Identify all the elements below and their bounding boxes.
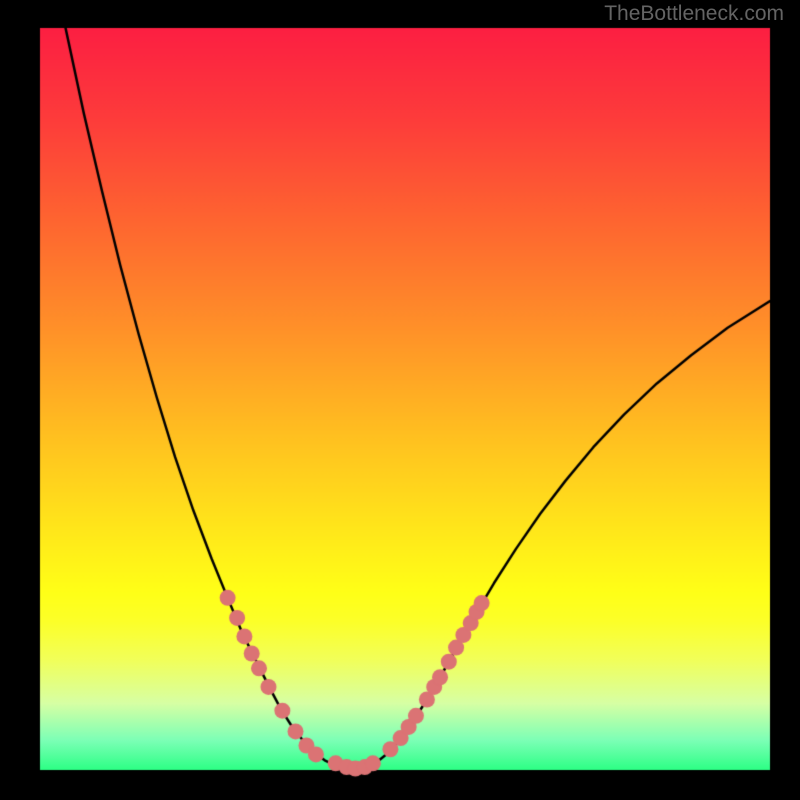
bottleneck-curve-chart	[0, 0, 800, 800]
attribution-text: TheBottleneck.com	[604, 2, 784, 26]
